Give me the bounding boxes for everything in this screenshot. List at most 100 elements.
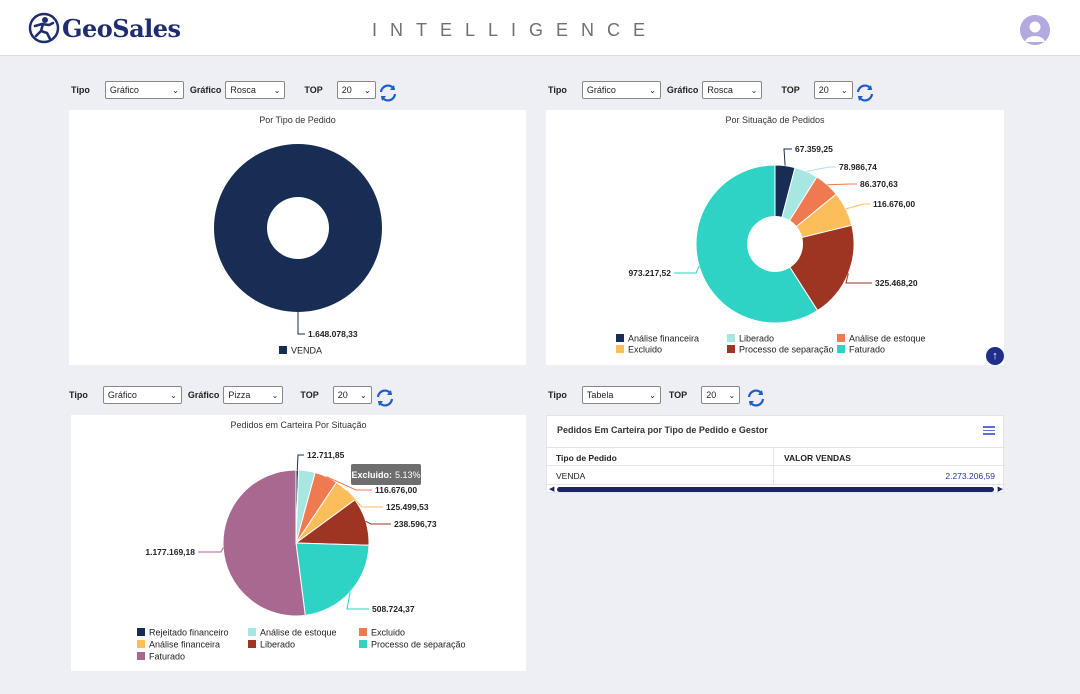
chevron-down-icon: ⌄: [170, 390, 177, 400]
data-label-liberado: 78.986,74: [839, 162, 877, 172]
panel-por-situacao-pedidos: Por Situação de Pedidos 67.359,25 78.986,…: [546, 110, 1004, 365]
legend-item-analise-financeira[interactable]: Análise financeira: [628, 334, 699, 344]
scrollbar-thumb[interactable]: [557, 487, 994, 492]
leader-line: [297, 312, 305, 335]
legend-item-faturado[interactable]: Faturado: [149, 652, 185, 662]
leader-line: [845, 273, 872, 284]
column-header-valor-vendas[interactable]: VALOR VENDAS: [784, 452, 851, 463]
tipo-select[interactable]: Gráfico ⌄: [104, 81, 184, 99]
grafico-label: Gráfico: [189, 85, 222, 95]
top-select[interactable]: 20 ⌄: [813, 81, 853, 99]
leader-line: [296, 454, 304, 471]
app-title: INTELLIGENCE: [372, 20, 659, 40]
donut-hole: [267, 197, 329, 259]
scroll-right-icon[interactable]: ▶: [997, 486, 1003, 493]
legend-item-venda[interactable]: VENDA: [291, 346, 322, 356]
top-select[interactable]: 20 ⌄: [701, 386, 741, 404]
panel4-controls: Tipo Tabela ⌄ TOP 20 ⌄: [548, 385, 741, 405]
column-divider: [773, 466, 774, 485]
refresh-icon[interactable]: [746, 388, 766, 408]
grafico-select[interactable]: Rosca ⌄: [225, 81, 286, 99]
scroll-to-top-button[interactable]: ↑: [986, 347, 1004, 365]
chevron-down-icon: ⌄: [841, 85, 848, 95]
donut-hole: [747, 216, 803, 272]
top-select[interactable]: 20 ⌄: [332, 386, 372, 404]
data-label-rejeitado-financeiro: 12.711,85: [307, 450, 345, 460]
grafico-select-value: Pizza: [228, 390, 251, 400]
legend-item-analise-de-estoque[interactable]: Análise de estoque: [260, 628, 337, 638]
leader-line: [845, 203, 870, 210]
data-label-analise-financeira: 125.499,53: [386, 502, 429, 512]
data-label-analise-financeira: 67.359,25: [795, 144, 833, 154]
refresh-icon[interactable]: [855, 83, 875, 103]
refresh-icon[interactable]: [375, 388, 395, 408]
legend-item-liberado[interactable]: Liberado: [739, 334, 774, 344]
avatar[interactable]: [1020, 15, 1050, 45]
leader-line: [806, 166, 836, 172]
horizontal-scrollbar[interactable]: ◀ ▶: [549, 485, 1003, 493]
legend-item-analise-de-estoque[interactable]: Análise de estoque: [849, 334, 926, 344]
legend-item-liberado[interactable]: Liberado: [260, 640, 295, 650]
slice-processo-de-separacao[interactable]: [295, 542, 370, 616]
leader-line: [346, 591, 369, 610]
hamburger-menu-icon[interactable]: [983, 426, 995, 436]
legend-item-excluido[interactable]: Excluido: [628, 345, 662, 355]
legend-swatch-processo-de-separacao: [727, 345, 735, 353]
top-select-value: 20: [706, 390, 717, 400]
legend-swatch-liberado: [248, 640, 256, 648]
tipo-select[interactable]: Gráfico ⌄: [581, 81, 661, 99]
grafico-select[interactable]: Pizza ⌄: [223, 386, 284, 404]
top-bar: GeoSales INTELLIGENCE: [0, 0, 1080, 56]
tipo-label: Tipo: [71, 85, 90, 95]
tipo-select-value: Gráfico: [109, 85, 139, 95]
legend-item-analise-financeira[interactable]: Análise financeira: [149, 640, 220, 650]
leader-line: [326, 476, 372, 491]
top-select-value: 20: [341, 85, 352, 95]
panel-por-tipo-de-pedido: Por Tipo de Pedido VENDA 1.648.078,33: [69, 110, 526, 365]
top-select-value: 20: [818, 85, 829, 95]
slice-faturado[interactable]: [222, 469, 306, 617]
top-label: TOP: [300, 390, 319, 400]
legend-item-excluido[interactable]: Excluido: [371, 628, 405, 638]
tipo-select[interactable]: Tabela ⌄: [581, 386, 661, 404]
chart-tooltip: Excluido: 5.13%: [351, 464, 421, 485]
tipo-select[interactable]: Gráfico ⌄: [102, 386, 182, 404]
logo-text: GeoSales: [62, 13, 181, 43]
top-label: TOP: [668, 390, 688, 400]
chevron-down-icon: ⌄: [360, 390, 367, 400]
legend-item-processo-de-separacao[interactable]: Processo de separação: [739, 345, 834, 355]
tipo-label: Tipo: [69, 390, 88, 400]
tipo-label: Tipo: [548, 85, 567, 95]
panel-pedidos-carteira-situacao: Pedidos em Carteira Por Situação 12.711,…: [71, 415, 526, 671]
top-select[interactable]: 20 ⌄: [336, 81, 376, 99]
donut-chart-tipo-pedido: VENDA 1.648.078,33: [213, 144, 382, 356]
chevron-down-icon: ⌄: [750, 85, 758, 95]
table-row[interactable]: VENDA 2.273.206,59: [547, 466, 1005, 485]
tipo-label: Tipo: [548, 390, 567, 400]
panel-tabela-carteira: Pedidos Em Carteira por Tipo de Pedido e…: [546, 415, 1005, 493]
leader-line: [827, 183, 857, 186]
legend-swatch-analise-financeira: [137, 640, 145, 648]
legend-swatch-analise-financeira: [616, 334, 624, 342]
data-label-faturado: 973.217,52: [628, 268, 671, 278]
legend-item-faturado[interactable]: Faturado: [849, 345, 885, 355]
refresh-icon[interactable]: [378, 83, 398, 103]
data-label-venda: 1.648.078,33: [308, 329, 358, 339]
logo[interactable]: GeoSales: [28, 12, 181, 44]
chevron-down-icon: ⌄: [649, 85, 656, 95]
legend-swatch-rejeitado-financeiro: [137, 628, 145, 636]
geosales-logo-icon: [28, 12, 60, 44]
legend-item-processo-de-separacao[interactable]: Processo de separação: [371, 640, 466, 650]
column-header-tipo-pedido[interactable]: Tipo de Pedido: [556, 452, 617, 463]
chart-title: Pedidos em Carteira Por Situação: [230, 420, 367, 430]
panel2-controls: Tipo Gráfico ⌄ Gráfico Rosca ⌄ TOP 20 ⌄: [548, 80, 853, 100]
panel3-controls: Tipo Gráfico ⌄ Gráfico Pizza ⌄ TOP 20 ⌄: [69, 385, 372, 405]
leader-line: [783, 148, 792, 166]
grafico-select[interactable]: Rosca ⌄: [702, 81, 763, 99]
chart-title: Por Situação de Pedidos: [725, 115, 825, 125]
arrow-up-icon: ↑: [992, 350, 998, 362]
table-title: Pedidos Em Carteira por Tipo de Pedido e…: [557, 425, 768, 435]
scroll-left-icon[interactable]: ◀: [549, 486, 555, 493]
grafico-select-value: Rosca: [230, 85, 256, 95]
legend-item-rejeitado-financeiro[interactable]: Rejeitado financeiro: [149, 628, 229, 638]
